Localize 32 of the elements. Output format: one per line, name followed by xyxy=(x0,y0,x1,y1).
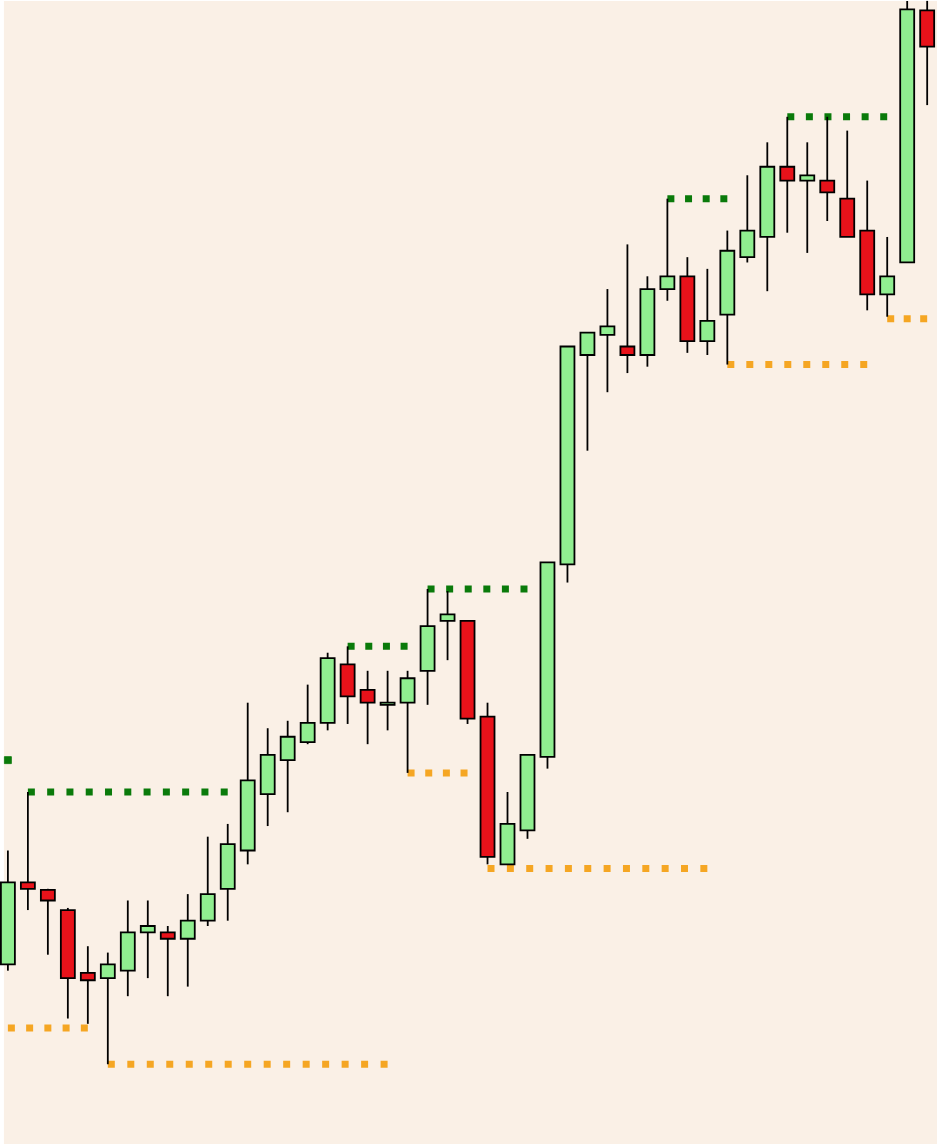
candlestick xyxy=(280,719,296,814)
candlestick xyxy=(420,588,436,706)
candlestick xyxy=(500,791,516,866)
candlestick xyxy=(579,331,596,452)
candlestick xyxy=(599,288,616,394)
candlestick xyxy=(40,887,57,956)
candlestick xyxy=(839,129,856,238)
candlestick xyxy=(799,141,816,254)
candlestick xyxy=(400,669,416,774)
candlestick xyxy=(300,683,316,746)
candlestick xyxy=(200,835,217,927)
candlestick xyxy=(160,925,177,998)
candlestick xyxy=(360,669,376,746)
candlestick xyxy=(140,899,157,980)
candlestick xyxy=(20,791,37,911)
candlestick xyxy=(180,893,197,988)
candlestick xyxy=(340,645,356,725)
candlestick xyxy=(260,727,276,827)
candlestick xyxy=(739,174,756,264)
candlestick xyxy=(879,236,896,318)
candlestick xyxy=(819,115,836,222)
candlestick xyxy=(659,197,676,302)
candlestick xyxy=(80,945,97,1025)
candlestick xyxy=(699,267,716,356)
candlestick xyxy=(380,669,396,732)
candlestick xyxy=(100,951,117,1066)
candlestick xyxy=(779,115,796,234)
candlestick xyxy=(440,590,456,662)
candlestick xyxy=(220,823,237,922)
candlestick xyxy=(919,0,936,106)
candlestick xyxy=(120,899,137,998)
candlestick xyxy=(619,243,636,374)
